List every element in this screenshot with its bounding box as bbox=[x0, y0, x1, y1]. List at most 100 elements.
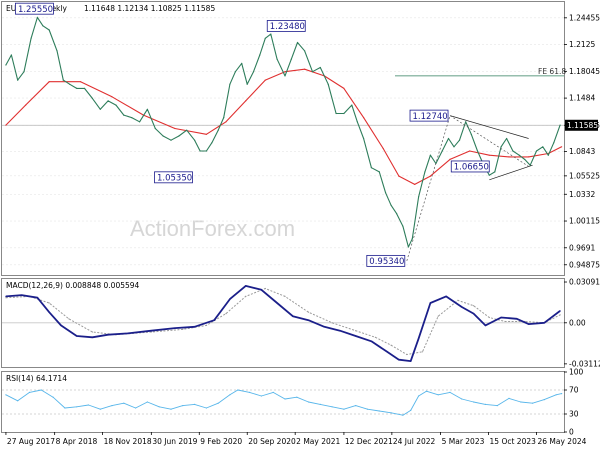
price-line-point bbox=[76, 87, 78, 89]
current-price-label: 1.11585 bbox=[567, 121, 598, 130]
price-line-point bbox=[178, 135, 180, 137]
macd-line-point bbox=[174, 327, 176, 329]
price-line-point bbox=[162, 135, 164, 137]
price-line-point bbox=[547, 154, 549, 156]
rsi-line-point bbox=[135, 407, 137, 409]
rsi-grid bbox=[2, 389, 564, 415]
x-tick-label: 15 Oct 2023 bbox=[490, 437, 537, 446]
ma-line-point bbox=[561, 146, 563, 148]
price-line-point bbox=[311, 71, 314, 73]
price-line-point bbox=[506, 137, 508, 140]
level-box bbox=[409, 109, 449, 122]
rsi-line-point bbox=[410, 409, 412, 411]
rsi-line-point bbox=[17, 400, 19, 402]
macd-line-point bbox=[260, 289, 262, 291]
price-line-point bbox=[411, 238, 413, 240]
rsi-line-point bbox=[484, 403, 486, 405]
signal-line-point bbox=[182, 328, 184, 330]
ma-line-point bbox=[508, 156, 510, 158]
signal-line bbox=[5, 288, 561, 355]
price-line-point bbox=[458, 139, 461, 141]
signal-line-point bbox=[284, 295, 286, 297]
macd-line-point bbox=[21, 294, 23, 296]
macd-line-point bbox=[543, 322, 545, 324]
price-line-point bbox=[99, 108, 101, 110]
ma-line-point bbox=[80, 81, 82, 83]
price-line-point bbox=[107, 100, 109, 102]
price-y-axis: 1.24455 1.2125 1.18045 1.1484 1.11585 1.0843 1… bbox=[564, 13, 600, 269]
rsi-line-point bbox=[40, 389, 42, 391]
rsi-line-point bbox=[319, 403, 321, 405]
macd-line-point bbox=[76, 335, 78, 337]
macd-line-point bbox=[473, 313, 475, 315]
price-line-point bbox=[296, 41, 299, 44]
rsi-line-point bbox=[402, 414, 404, 416]
rsi-line-point bbox=[508, 397, 510, 399]
price-line-point bbox=[351, 104, 353, 106]
rsi-line bbox=[5, 389, 562, 416]
macd-line-point bbox=[484, 324, 486, 326]
macd-line-point bbox=[355, 335, 357, 337]
rsi-line-point bbox=[76, 406, 78, 408]
rsi-panel-frame bbox=[1, 371, 565, 433]
ma-line-point bbox=[264, 79, 266, 81]
macd-line-point bbox=[60, 324, 62, 326]
y-tick-label: 0.9691 bbox=[569, 243, 595, 252]
rsi-line-point bbox=[461, 398, 463, 400]
price-line-point bbox=[402, 225, 404, 227]
y-tick-label: 1.05525 bbox=[569, 171, 600, 180]
x-tick-label: 9 Feb 2020 bbox=[200, 437, 242, 446]
signal-line-point bbox=[150, 331, 152, 333]
macd-line-point bbox=[500, 316, 502, 319]
price-line-point bbox=[327, 83, 329, 85]
rsi-line-point bbox=[260, 395, 262, 397]
macd-line-point bbox=[5, 295, 7, 297]
rsi-line-point bbox=[520, 401, 522, 403]
ma-line-point bbox=[398, 175, 400, 177]
price-line-point bbox=[524, 158, 526, 160]
macd-line-point bbox=[398, 359, 400, 361]
macd-line-point bbox=[91, 336, 93, 338]
price-line-point bbox=[470, 133, 472, 135]
macd-line-point bbox=[127, 332, 129, 334]
rsi-line-point bbox=[64, 407, 66, 409]
current-price-marker bbox=[565, 119, 598, 131]
macd-line-point bbox=[528, 323, 530, 325]
price-line-point bbox=[217, 129, 219, 131]
price-line-point bbox=[518, 154, 520, 156]
watermark: ActionForex.com bbox=[130, 216, 295, 241]
rsi-line-point bbox=[561, 393, 563, 395]
rsi-line-point bbox=[205, 407, 207, 409]
macd-line-point bbox=[370, 340, 372, 342]
price-line-point bbox=[205, 150, 207, 152]
price-line-point bbox=[69, 83, 71, 85]
ma-line-point bbox=[528, 156, 530, 158]
rsi-line-point bbox=[111, 405, 113, 407]
price-line-point bbox=[284, 75, 286, 77]
level-box-label: 1.06650 bbox=[454, 163, 489, 173]
signal-line-point bbox=[331, 322, 333, 324]
price-line-point bbox=[199, 150, 201, 152]
ma-line-point bbox=[414, 183, 416, 185]
price-line-point bbox=[396, 213, 398, 215]
signal-line-point bbox=[406, 353, 408, 356]
signal-line-point bbox=[245, 295, 247, 297]
macd-line-point bbox=[107, 334, 109, 336]
price-line-point bbox=[62, 79, 64, 81]
price-line-point bbox=[441, 150, 443, 152]
x-tick-label: 20 Sep 2020 bbox=[248, 437, 296, 446]
macd-title: MACD(12,26,9) 0.008848 0.005594 bbox=[6, 281, 140, 290]
fe-label: FE 61.8 bbox=[538, 67, 566, 76]
signal-line-point bbox=[488, 316, 490, 319]
rsi-line-point bbox=[343, 408, 345, 410]
rsi-line-point bbox=[473, 401, 475, 403]
trendline-lower bbox=[489, 164, 533, 181]
price-panel-frame bbox=[1, 1, 565, 276]
macd-line-point bbox=[245, 285, 247, 287]
x-tick-label: 12 Dec 2021 bbox=[345, 437, 393, 446]
price-line-point bbox=[488, 174, 490, 176]
ma-line-point bbox=[449, 158, 451, 160]
price-line-point bbox=[453, 146, 455, 148]
y-tick-label: 100 bbox=[569, 368, 584, 377]
